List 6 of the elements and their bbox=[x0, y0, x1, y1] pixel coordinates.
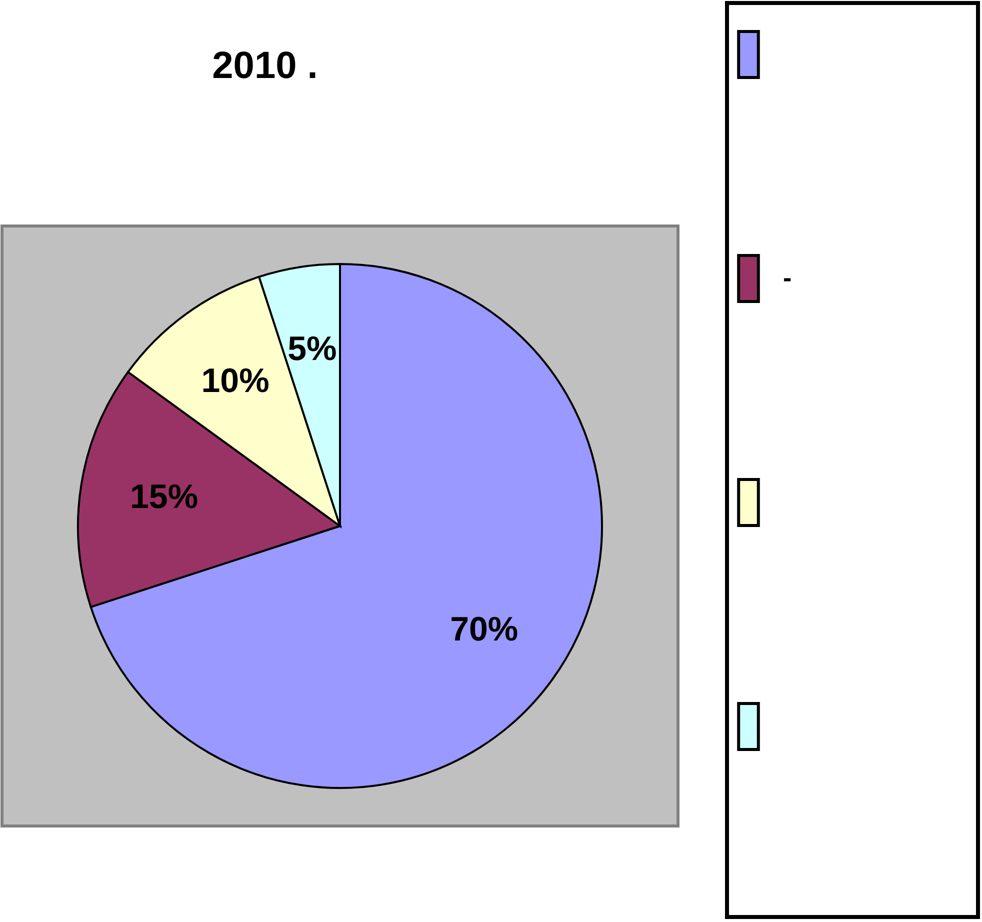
data-label: 15% bbox=[130, 478, 198, 516]
chart-title: 2010 . bbox=[212, 45, 318, 87]
data-label: 70% bbox=[450, 610, 518, 649]
data-label: 10% bbox=[201, 362, 270, 400]
data-label: 5% bbox=[288, 330, 337, 368]
legend-label: - bbox=[783, 262, 792, 292]
